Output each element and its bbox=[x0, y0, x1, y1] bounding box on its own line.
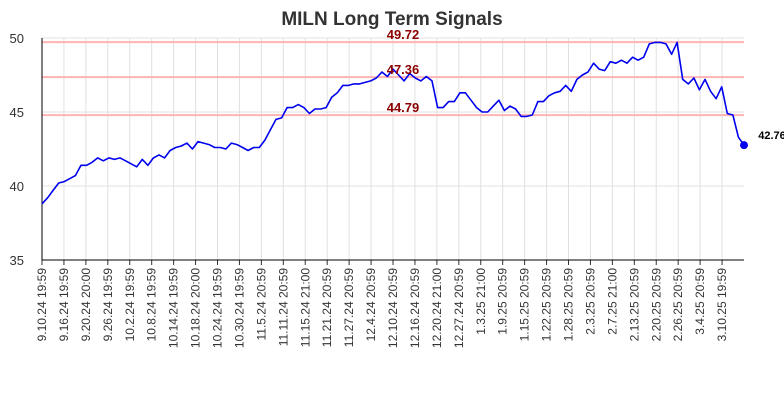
y-tick-label: 35 bbox=[10, 253, 24, 268]
axes: 35 40 45 50 9.10.24 19:59 9.16.24 19:59 9.20.2… bbox=[10, 31, 744, 348]
x-tick-label: 1.22.25 20:59 bbox=[540, 268, 554, 342]
signal-label: 47.36 bbox=[387, 62, 420, 77]
x-tick-label: 11.21.24 20:59 bbox=[320, 268, 334, 348]
grid bbox=[41, 37, 744, 261]
x-tick-label: 12.4.24 20:59 bbox=[364, 268, 378, 342]
x-tick-label: 1.28.25 20:59 bbox=[562, 268, 576, 342]
x-tick-label: 10.8.24 19:59 bbox=[145, 268, 159, 342]
x-tick-label: 2.20.25 20:59 bbox=[649, 268, 663, 342]
signal-label: 49.72 bbox=[387, 27, 420, 42]
x-tick-label: 9.10.24 19:59 bbox=[35, 268, 49, 342]
last-price-label: 42.76 bbox=[758, 130, 784, 142]
x-tick-label: 12.20.24 21:00 bbox=[430, 268, 444, 348]
x-tick-label: 2.26.25 20:59 bbox=[671, 268, 685, 342]
x-tick-label: 1.15.25 20:59 bbox=[518, 268, 532, 342]
series bbox=[41, 41, 748, 205]
price-series-line bbox=[41, 41, 745, 205]
x-tick-label: 11.27.24 20:59 bbox=[342, 268, 356, 348]
y-tick-label: 50 bbox=[10, 31, 24, 46]
signal-label: 44.79 bbox=[387, 100, 420, 115]
x-tick-label: 9.20.24 20:00 bbox=[79, 268, 93, 342]
x-tick-label: 11.11.24 20:59 bbox=[276, 268, 290, 347]
x-tick-label: 2.7.25 21:00 bbox=[605, 268, 619, 335]
x-tick-label: 2.13.25 20:59 bbox=[627, 268, 641, 342]
x-tick-label: 12.16.24 20:59 bbox=[408, 268, 422, 348]
y-tick-label: 40 bbox=[10, 179, 24, 194]
x-tick-label: 9.26.24 19:59 bbox=[101, 268, 115, 342]
x-tick-label: 10.2.24 19:59 bbox=[123, 268, 137, 342]
y-tick-label: 45 bbox=[10, 105, 24, 120]
signal-lines bbox=[42, 41, 744, 117]
x-tick-label: 2.3.25 20:59 bbox=[583, 268, 597, 335]
chart-title: MILN Long Term Signals bbox=[281, 9, 502, 30]
x-tick-label: 3.4.25 20:59 bbox=[693, 268, 707, 335]
last-price-point bbox=[740, 141, 748, 150]
labels: 49.72 47.36 44.79 42.76 bbox=[387, 27, 784, 142]
x-tick-label: 11.15.24 21:00 bbox=[298, 268, 312, 348]
x-tick-label: 10.14.24 19:59 bbox=[167, 268, 181, 348]
x-tick-label: 10.30.24 19:59 bbox=[232, 268, 246, 348]
x-tick-label: 12.10.24 20:59 bbox=[386, 268, 400, 348]
x-tick-label: 10.24.24 19:59 bbox=[211, 268, 225, 348]
x-tick-label: 1.3.25 21:00 bbox=[474, 268, 488, 335]
x-tick-label: 10.18.24 20:00 bbox=[189, 268, 203, 348]
x-tick-label: 9.16.24 19:59 bbox=[57, 268, 71, 342]
x-tick-label: 3.10.25 19:59 bbox=[715, 268, 729, 342]
x-tick-label: 1.9.25 20:59 bbox=[496, 268, 510, 335]
x-tick-label: 12.27.24 20:59 bbox=[452, 268, 466, 348]
x-tick-label: 11.5.24 20:59 bbox=[254, 268, 268, 341]
